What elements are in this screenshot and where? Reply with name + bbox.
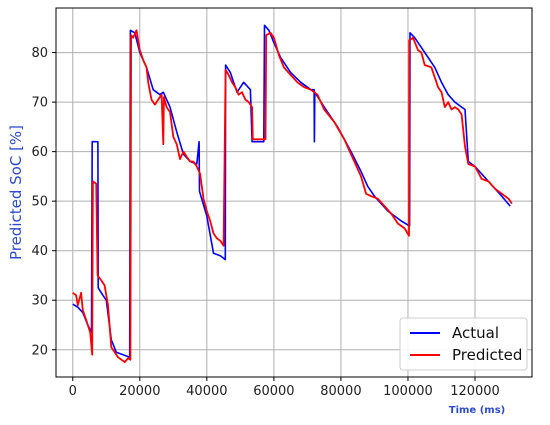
y-tick-label: 70 bbox=[31, 96, 48, 111]
x-tick-label: 0 bbox=[69, 384, 77, 399]
x-tick-marks bbox=[72, 377, 476, 381]
x-tick-label: 20000 bbox=[119, 384, 160, 399]
series-line-actual bbox=[72, 24, 511, 359]
y-tick-label: 50 bbox=[31, 195, 48, 210]
x-tick-label: 40000 bbox=[186, 384, 227, 399]
x-axis-label: Time (ms) bbox=[449, 405, 505, 416]
y-tick-label: 60 bbox=[31, 145, 48, 160]
legend-box bbox=[399, 317, 528, 371]
y-tick-label: 40 bbox=[31, 244, 48, 259]
y-tick-label: 80 bbox=[31, 46, 48, 61]
legend-label-actual: Actual bbox=[452, 324, 499, 342]
x-tick-labels: 0 20000 40000 60000 80000 100000 120000 bbox=[69, 384, 500, 399]
y-axis-label: Predicted SoC [%] bbox=[7, 125, 25, 260]
series-layer bbox=[72, 24, 513, 364]
legend-label-predicted: Predicted bbox=[452, 346, 522, 364]
y-tick-label: 20 bbox=[31, 343, 48, 358]
y-tick-label: 30 bbox=[31, 294, 48, 309]
x-tick-label: 100000 bbox=[383, 384, 433, 399]
x-tick-label: 120000 bbox=[450, 384, 500, 399]
x-tick-label: 80000 bbox=[320, 384, 361, 399]
series-line-predicted bbox=[72, 29, 513, 364]
grid-lines bbox=[56, 8, 532, 377]
legend: Actual Predicted bbox=[399, 317, 528, 371]
plot-area-frame bbox=[55, 7, 533, 378]
x-tick-label: 60000 bbox=[253, 384, 294, 399]
y-tick-labels: 20 30 40 50 60 70 80 bbox=[31, 46, 48, 358]
y-tick-marks bbox=[52, 52, 56, 351]
